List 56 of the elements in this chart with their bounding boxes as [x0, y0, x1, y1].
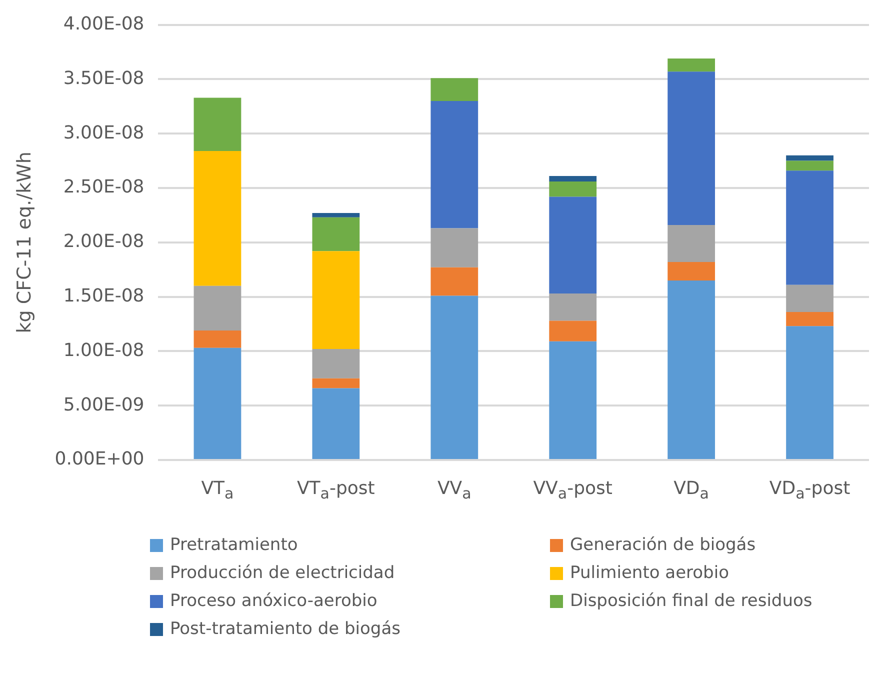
- legend-label: Pulimiento aerobio: [570, 563, 729, 583]
- y-tick-label: 3.00E-08: [63, 122, 144, 144]
- bar: [668, 262, 715, 280]
- bar: [194, 98, 242, 152]
- bar: [312, 251, 360, 350]
- bar: [668, 224, 715, 262]
- bar: [430, 100, 478, 228]
- y-tick-label: 5.00E-09: [63, 394, 144, 416]
- x-tick-label: VT$_{a}$: [201, 478, 234, 503]
- y-tick-label: 3.50E-08: [63, 68, 144, 89]
- y-axis-title: kg CFC-11 eq./kWh: [13, 152, 36, 334]
- bar: [430, 267, 478, 296]
- bar: [786, 312, 834, 326]
- bar: [312, 213, 360, 218]
- legend-label: Disposición final de residuos: [570, 591, 812, 611]
- bar: [549, 176, 597, 182]
- y-tick-label: 2.50E-08: [63, 176, 144, 198]
- x-tick-label: VD$_{a}$: [674, 478, 709, 503]
- x-tick-label: VD$_{a}$-post: [769, 478, 850, 503]
- bar: [430, 296, 478, 459]
- legend-label: Producción de electricidad: [170, 563, 395, 583]
- bar: [786, 155, 834, 161]
- bar: [430, 78, 478, 101]
- bar: [194, 330, 242, 348]
- bar: [194, 286, 242, 331]
- bar: [312, 349, 360, 378]
- bar: [668, 280, 715, 459]
- legend-label: Generación de biogás: [570, 535, 756, 555]
- bar: [668, 72, 715, 225]
- y-tick-label: 4.00E-08: [63, 13, 144, 34]
- bar: [786, 170, 834, 285]
- bar: [549, 341, 597, 459]
- y-tick-label: 0.00E+00: [54, 448, 144, 470]
- bar: [786, 284, 834, 312]
- x-tick-label: VV$_{a}$-post: [533, 478, 612, 503]
- bar: [549, 294, 597, 321]
- x-tick-label: VV$_{a}$: [437, 478, 472, 503]
- bar: [194, 151, 242, 286]
- bar: [786, 326, 834, 459]
- bar: [194, 348, 242, 459]
- bar: [430, 228, 478, 268]
- bar: [549, 320, 597, 342]
- bar: [668, 58, 715, 72]
- y-tick-label: 2.00E-08: [63, 231, 144, 252]
- bar: [549, 181, 597, 197]
- bar: [549, 196, 597, 294]
- x-tick-label: VT$_{a}$-post: [296, 478, 375, 503]
- y-tick-label: 1.00E-08: [63, 340, 144, 361]
- legend-label: Pretratamiento: [170, 535, 298, 555]
- bar: [786, 160, 834, 171]
- legend-label: Post-tratamiento de biogás: [170, 619, 400, 639]
- legend-label: Proceso anóxico-aerobio: [170, 591, 378, 611]
- bar: [312, 378, 360, 388]
- y-tick-label: 1.50E-08: [63, 285, 144, 306]
- bar: [312, 388, 360, 459]
- bar: [312, 217, 360, 252]
